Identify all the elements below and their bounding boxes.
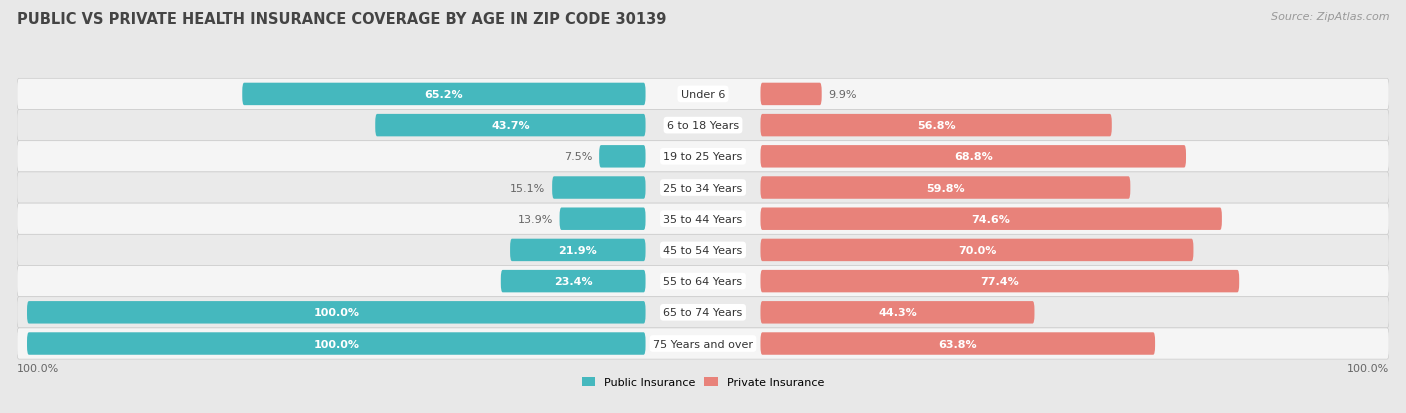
FancyBboxPatch shape xyxy=(375,115,645,137)
Text: 7.5%: 7.5% xyxy=(564,152,592,162)
Text: 55 to 64 Years: 55 to 64 Years xyxy=(664,276,742,287)
FancyBboxPatch shape xyxy=(17,266,1389,297)
Text: 100.0%: 100.0% xyxy=(314,308,360,318)
Text: 65 to 74 Years: 65 to 74 Years xyxy=(664,308,742,318)
Text: PUBLIC VS PRIVATE HEALTH INSURANCE COVERAGE BY AGE IN ZIP CODE 30139: PUBLIC VS PRIVATE HEALTH INSURANCE COVER… xyxy=(17,12,666,27)
Text: 21.9%: 21.9% xyxy=(558,245,598,255)
Text: 65.2%: 65.2% xyxy=(425,90,463,100)
FancyBboxPatch shape xyxy=(17,297,1389,328)
Text: Source: ZipAtlas.com: Source: ZipAtlas.com xyxy=(1271,12,1389,22)
Text: 56.8%: 56.8% xyxy=(917,121,956,131)
FancyBboxPatch shape xyxy=(17,110,1389,141)
FancyBboxPatch shape xyxy=(761,208,1222,230)
FancyBboxPatch shape xyxy=(761,301,1035,324)
Text: 77.4%: 77.4% xyxy=(980,276,1019,287)
FancyBboxPatch shape xyxy=(560,208,645,230)
Text: 100.0%: 100.0% xyxy=(1347,363,1389,373)
Text: 74.6%: 74.6% xyxy=(972,214,1011,224)
Text: 6 to 18 Years: 6 to 18 Years xyxy=(666,121,740,131)
Text: 70.0%: 70.0% xyxy=(957,245,995,255)
Text: 59.8%: 59.8% xyxy=(927,183,965,193)
Text: 9.9%: 9.9% xyxy=(828,90,856,100)
FancyBboxPatch shape xyxy=(17,141,1389,173)
FancyBboxPatch shape xyxy=(17,204,1389,235)
FancyBboxPatch shape xyxy=(599,146,645,168)
FancyBboxPatch shape xyxy=(17,235,1389,266)
Text: 45 to 54 Years: 45 to 54 Years xyxy=(664,245,742,255)
FancyBboxPatch shape xyxy=(17,79,1389,110)
Text: 75 Years and over: 75 Years and over xyxy=(652,339,754,349)
FancyBboxPatch shape xyxy=(761,83,821,106)
FancyBboxPatch shape xyxy=(761,270,1239,293)
FancyBboxPatch shape xyxy=(17,328,1389,359)
FancyBboxPatch shape xyxy=(27,301,645,324)
FancyBboxPatch shape xyxy=(761,332,1156,355)
Text: 25 to 34 Years: 25 to 34 Years xyxy=(664,183,742,193)
FancyBboxPatch shape xyxy=(501,270,645,293)
FancyBboxPatch shape xyxy=(761,146,1187,168)
Text: 15.1%: 15.1% xyxy=(510,183,546,193)
FancyBboxPatch shape xyxy=(761,239,1194,261)
Text: Under 6: Under 6 xyxy=(681,90,725,100)
FancyBboxPatch shape xyxy=(553,177,645,199)
Text: 43.7%: 43.7% xyxy=(491,121,530,131)
Text: 13.9%: 13.9% xyxy=(517,214,553,224)
Text: 23.4%: 23.4% xyxy=(554,276,592,287)
FancyBboxPatch shape xyxy=(17,173,1389,204)
Text: 100.0%: 100.0% xyxy=(17,363,59,373)
FancyBboxPatch shape xyxy=(242,83,645,106)
FancyBboxPatch shape xyxy=(27,332,645,355)
FancyBboxPatch shape xyxy=(761,115,1112,137)
Text: 63.8%: 63.8% xyxy=(938,339,977,349)
Text: 44.3%: 44.3% xyxy=(879,308,917,318)
Legend: Public Insurance, Private Insurance: Public Insurance, Private Insurance xyxy=(582,377,824,387)
Text: 35 to 44 Years: 35 to 44 Years xyxy=(664,214,742,224)
Text: 100.0%: 100.0% xyxy=(314,339,360,349)
FancyBboxPatch shape xyxy=(761,177,1130,199)
FancyBboxPatch shape xyxy=(510,239,645,261)
Text: 68.8%: 68.8% xyxy=(953,152,993,162)
Text: 19 to 25 Years: 19 to 25 Years xyxy=(664,152,742,162)
